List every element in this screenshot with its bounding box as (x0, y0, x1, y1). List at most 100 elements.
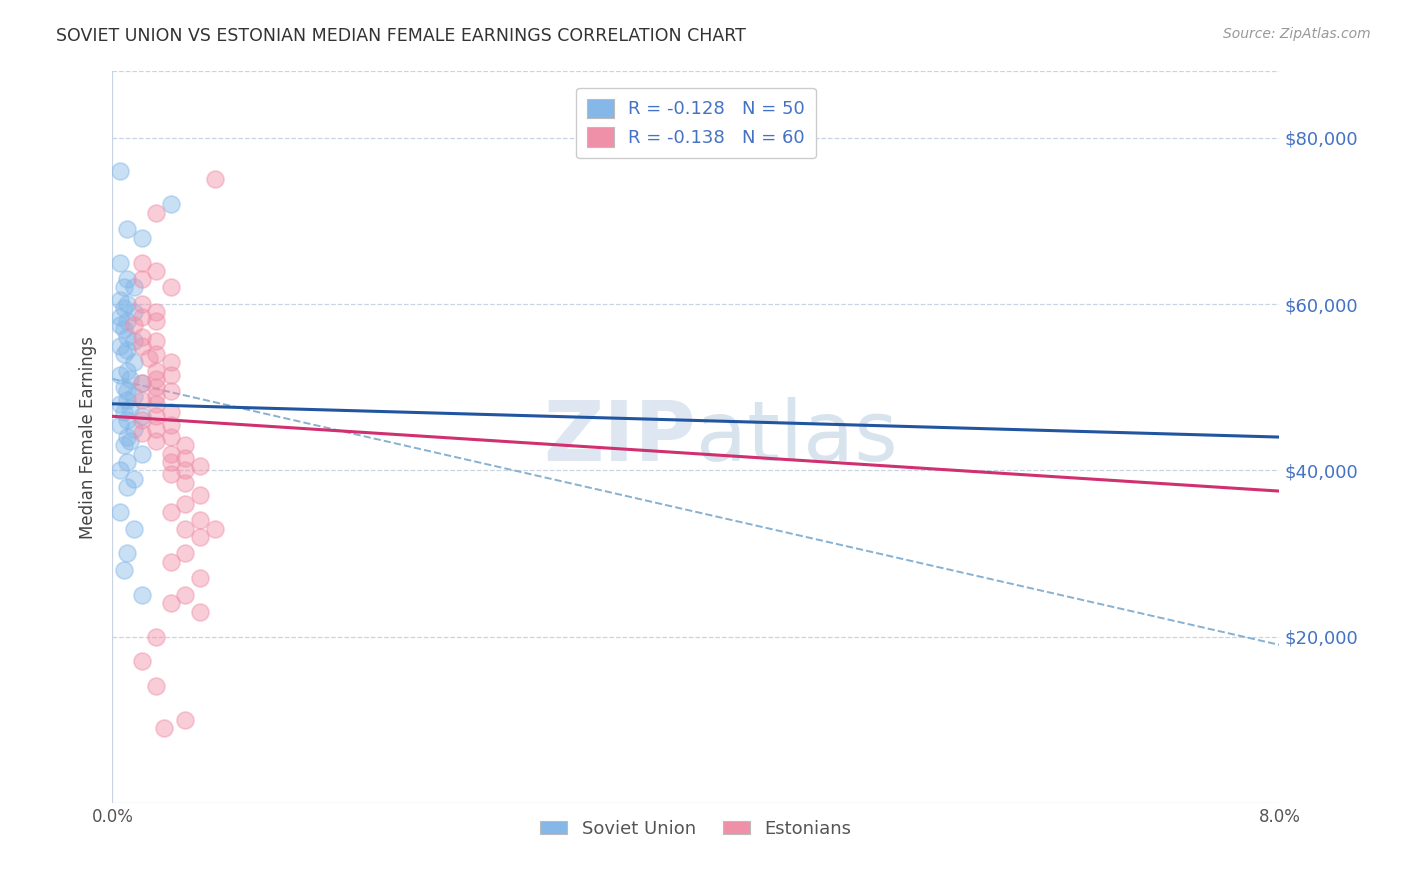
Point (145, 397, 167, 411)
Point (131, 297, 153, 311)
Text: Source: ZipAtlas.com: Source: ZipAtlas.com (1223, 27, 1371, 41)
Point (124, 334, 146, 349)
Point (124, 280, 146, 294)
Point (118, 372, 141, 386)
Point (160, 505, 183, 519)
Point (131, 392, 153, 407)
Point (115, 222, 138, 236)
Point (124, 422, 146, 436)
Point (131, 413, 153, 427)
Point (174, 546, 197, 560)
Point (188, 605, 211, 619)
Point (174, 713, 197, 727)
Point (160, 384, 183, 399)
Point (160, 430, 183, 444)
Point (160, 447, 183, 461)
Point (108, 293, 131, 307)
Point (124, 388, 146, 402)
Point (145, 205, 167, 219)
Point (174, 463, 197, 477)
Point (131, 230, 153, 244)
Point (108, 397, 131, 411)
Point (145, 409, 167, 424)
Point (174, 497, 197, 511)
Point (124, 472, 146, 486)
Point (152, 721, 174, 735)
Point (145, 363, 167, 377)
Point (131, 447, 153, 461)
Point (124, 521, 146, 535)
Point (115, 384, 138, 399)
Point (131, 255, 153, 269)
Point (108, 463, 131, 477)
Point (115, 430, 138, 444)
Point (112, 380, 135, 394)
Point (145, 372, 167, 386)
Point (108, 164, 131, 178)
Point (131, 376, 153, 390)
Point (188, 488, 211, 502)
Point (108, 310, 131, 324)
Point (174, 475, 197, 490)
Point (160, 197, 183, 211)
Point (108, 368, 131, 382)
Point (131, 338, 153, 352)
Point (112, 563, 135, 577)
Point (131, 376, 153, 390)
Point (131, 330, 153, 344)
Y-axis label: Median Female Earnings: Median Female Earnings (79, 335, 97, 539)
Point (124, 318, 146, 332)
Point (108, 338, 131, 352)
Point (108, 505, 131, 519)
Point (145, 305, 167, 319)
Point (188, 530, 211, 544)
Point (131, 425, 153, 440)
Point (145, 630, 167, 644)
Point (145, 680, 167, 694)
Point (131, 588, 153, 602)
Point (188, 571, 211, 585)
Point (138, 351, 160, 365)
Point (112, 301, 135, 316)
Legend: Soviet Union, Estonians: Soviet Union, Estonians (533, 813, 859, 845)
Point (112, 347, 135, 361)
Point (204, 172, 226, 186)
Point (145, 388, 167, 402)
Point (124, 355, 146, 369)
Point (115, 343, 138, 357)
Point (160, 455, 183, 469)
Point (174, 588, 197, 602)
Point (160, 555, 183, 569)
Point (160, 355, 183, 369)
Point (145, 334, 167, 349)
Point (145, 422, 167, 436)
Point (204, 521, 226, 535)
Point (112, 322, 135, 336)
Point (115, 480, 138, 494)
Point (131, 655, 153, 669)
Point (145, 434, 167, 449)
Text: atlas: atlas (696, 397, 897, 477)
Point (145, 314, 167, 328)
Point (108, 417, 131, 432)
Text: ZIP: ZIP (544, 397, 696, 477)
Point (145, 264, 167, 278)
Point (160, 467, 183, 482)
Point (115, 455, 138, 469)
Point (112, 405, 135, 419)
Point (115, 297, 138, 311)
Point (118, 434, 141, 449)
Point (160, 405, 183, 419)
Point (131, 272, 153, 286)
Point (112, 438, 135, 452)
Point (112, 280, 135, 294)
Point (188, 459, 211, 474)
Point (124, 305, 146, 319)
Text: SOVIET UNION VS ESTONIAN MEDIAN FEMALE EARNINGS CORRELATION CHART: SOVIET UNION VS ESTONIAN MEDIAN FEMALE E… (56, 27, 747, 45)
Point (115, 392, 138, 407)
Point (160, 368, 183, 382)
Point (115, 272, 138, 286)
Point (131, 310, 153, 324)
Point (115, 413, 138, 427)
Point (145, 380, 167, 394)
